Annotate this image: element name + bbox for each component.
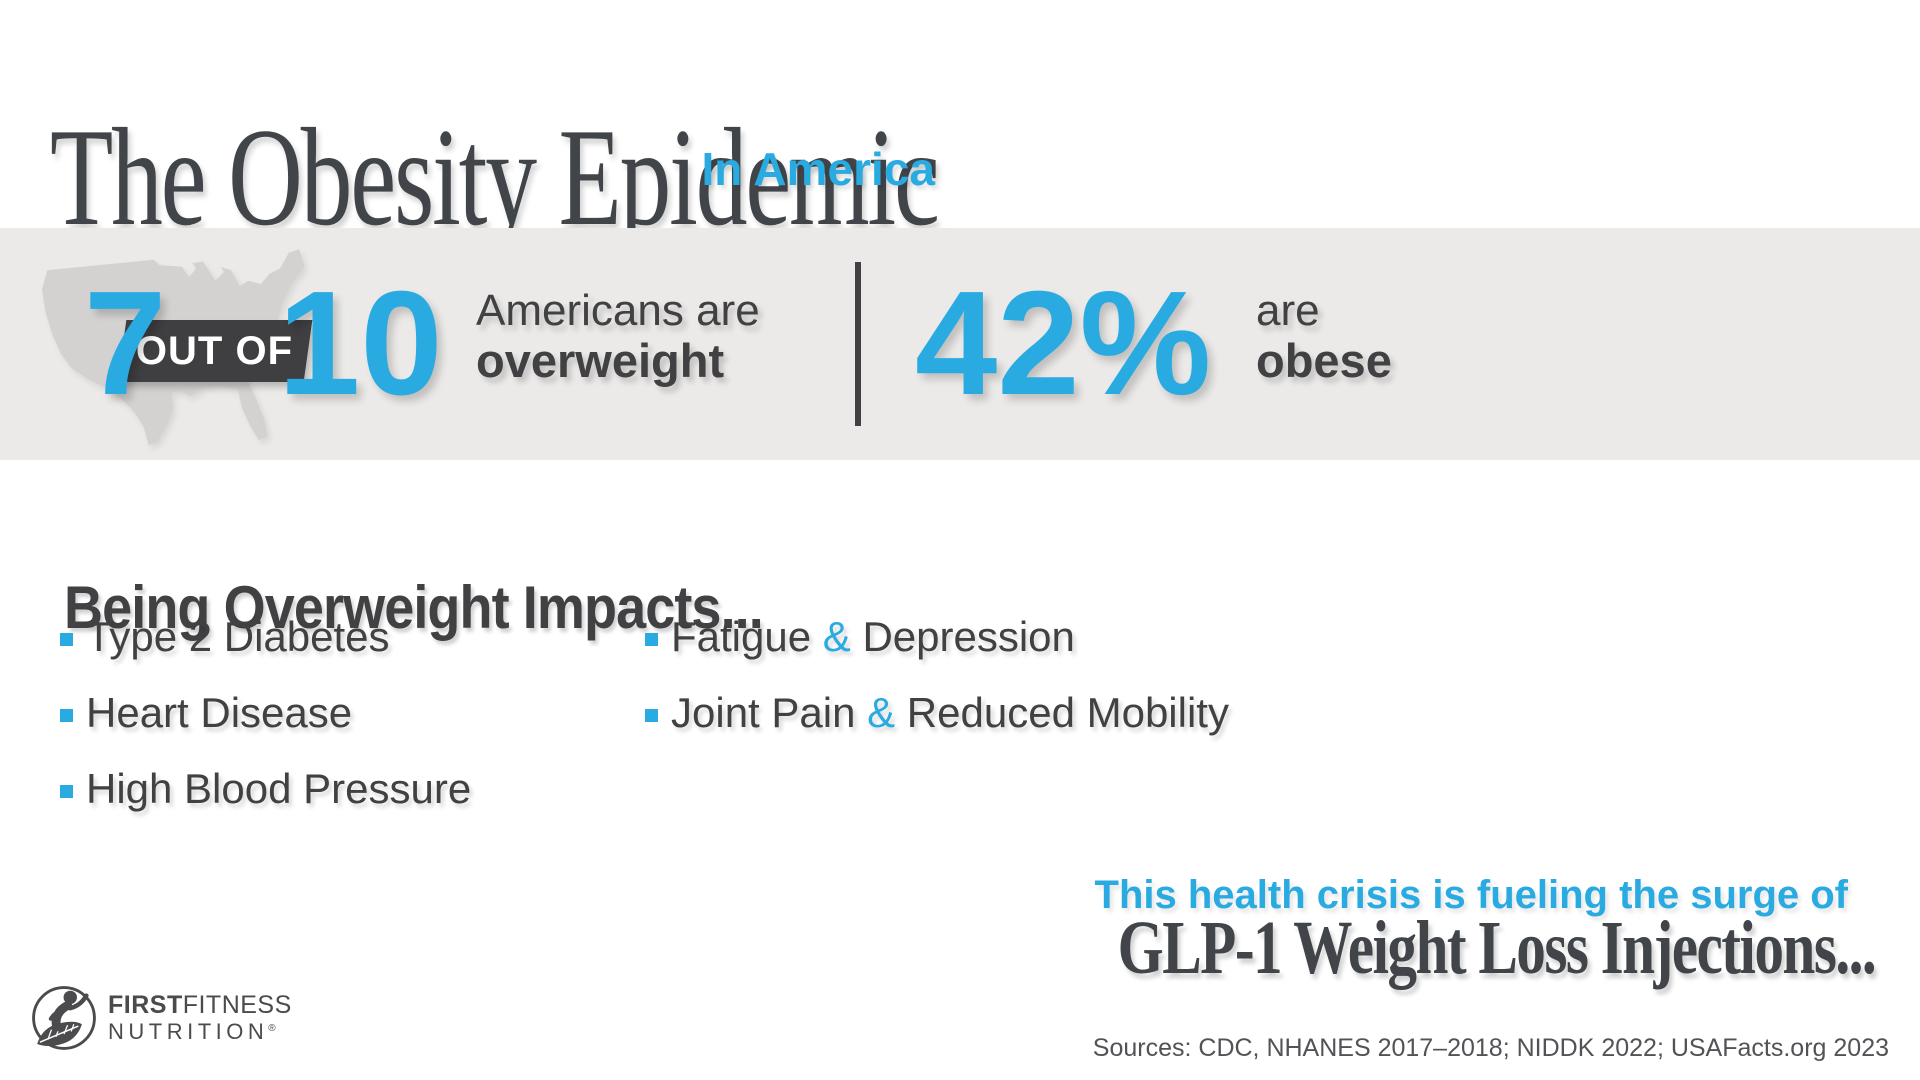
- logo-nutrition-line: NUTRITION®: [108, 1019, 276, 1044]
- firstfitness-logo-text: FIRSTFITNESS NUTRITION®: [108, 993, 292, 1043]
- impact-item: Fatigue & Depression: [645, 613, 1229, 660]
- impact-item-label: Heart Disease: [86, 689, 353, 736]
- page-subtitle: In America: [701, 143, 935, 195]
- glp1-lead-text: This health crisis is fueling the surge …: [1094, 873, 1848, 917]
- impacts-column-2: Fatigue & Depression Joint Pain & Reduced…: [645, 613, 1229, 766]
- stat-obese-line2: obese: [1256, 334, 1392, 387]
- stat-overweight-line1: Americans are: [476, 286, 760, 335]
- logo-brand-line: FIRSTFITNESS: [108, 991, 292, 1019]
- firstfitness-logo: FIRSTFITNESS NUTRITION®: [30, 984, 292, 1052]
- stat-overweight-description: Americans are overweight: [476, 286, 760, 387]
- stat-number-10: 10: [278, 261, 443, 426]
- bullet-square-icon: [60, 709, 73, 722]
- page-title: The Obesity Epidemic: [50, 99, 940, 255]
- stats-band: 7 OUT OF 10 Americans are overweight 42%…: [0, 228, 1920, 460]
- impact-item: Heart Disease: [60, 689, 471, 736]
- impact-item-label: High Blood Pressure: [86, 765, 472, 812]
- stat-number-42: 42%: [915, 261, 1212, 426]
- bullet-square-icon: [60, 785, 73, 798]
- bullet-square-icon: [645, 709, 658, 722]
- stat-obese-line1: are: [1256, 286, 1320, 335]
- impacts-heading: Being Overweight Impacts...: [64, 573, 764, 641]
- stat-obese-description: are obese: [1256, 286, 1392, 387]
- stat-number-7: 7: [84, 261, 167, 426]
- registered-mark: ®: [268, 1023, 276, 1034]
- bullet-square-icon: [645, 633, 658, 646]
- bullet-square-icon: [60, 633, 73, 646]
- impacts-column-1: Type 2 Diabetes Heart Disease High Blood P…: [60, 613, 472, 842]
- firstfitness-logo-icon: [32, 986, 96, 1050]
- impact-item: Type 2 Diabetes: [60, 613, 471, 660]
- impact-item-label: Fatigue & Depression: [671, 613, 1075, 660]
- blue-ampersand: &: [867, 689, 896, 736]
- stat-overweight-line2: overweight: [476, 334, 725, 387]
- impact-item-label: Joint Pain & Reduced Mobility: [671, 689, 1229, 736]
- impact-item-label: Type 2 Diabetes: [86, 613, 390, 660]
- impact-item: Joint Pain & Reduced Mobility: [645, 689, 1229, 736]
- divider-line: [855, 262, 861, 426]
- sources-text: Sources: CDC, NHANES 2017–2018; NIDDK 20…: [1092, 1034, 1889, 1062]
- blue-ampersand: &: [822, 613, 851, 660]
- glp1-headline: GLP-1 Weight Loss Injections...: [1117, 906, 1877, 990]
- impact-item: High Blood Pressure: [60, 765, 472, 812]
